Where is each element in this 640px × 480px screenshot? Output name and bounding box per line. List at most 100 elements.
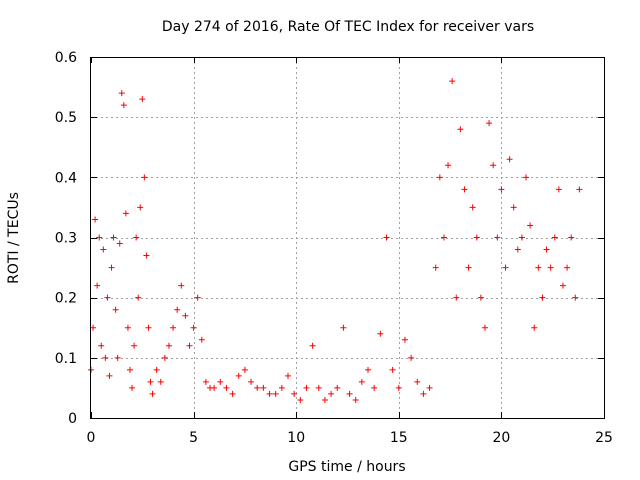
y-tick-label: 0.6	[55, 50, 77, 66]
data-point	[315, 384, 322, 391]
data-point	[291, 390, 298, 397]
data-point	[576, 186, 583, 193]
data-point	[506, 156, 513, 163]
data-points	[88, 78, 583, 403]
data-point	[157, 378, 164, 385]
data-point	[137, 204, 144, 211]
data-point	[235, 372, 242, 379]
data-point	[124, 324, 131, 331]
data-point	[139, 96, 146, 103]
data-point	[114, 354, 121, 361]
data-point	[469, 204, 476, 211]
data-point	[498, 186, 505, 193]
data-point	[395, 384, 402, 391]
y-axis-label: ROTI / TECUs	[6, 192, 22, 284]
data-point	[494, 234, 501, 241]
data-point	[465, 264, 472, 271]
data-point	[147, 378, 154, 385]
data-point	[414, 378, 421, 385]
data-point	[568, 234, 575, 241]
data-point	[572, 294, 579, 301]
x-tick-label: 5	[189, 430, 198, 446]
x-tick-label: 20	[492, 430, 510, 446]
y-tick-label: 0.3	[55, 231, 77, 247]
data-point	[96, 234, 103, 241]
y-tick-label: 0.1	[55, 351, 77, 367]
data-point	[145, 324, 152, 331]
data-point	[420, 390, 427, 397]
data-point	[527, 222, 534, 229]
data-point	[104, 294, 111, 301]
x-tick-label: 25	[595, 430, 613, 446]
data-point	[102, 354, 109, 361]
data-point	[514, 246, 521, 253]
chart-title: Day 274 of 2016, Rate Of TEC Index for r…	[162, 19, 534, 35]
data-point	[141, 174, 148, 181]
data-point	[112, 306, 119, 313]
data-point	[178, 282, 185, 289]
data-point	[194, 294, 201, 301]
data-point	[352, 396, 359, 403]
data-point	[340, 324, 347, 331]
data-point	[358, 378, 365, 385]
y-tick-label: 0.4	[55, 170, 77, 186]
data-point	[477, 294, 484, 301]
data-point	[182, 312, 189, 319]
data-point	[559, 282, 566, 289]
data-point	[321, 396, 328, 403]
data-point	[135, 294, 142, 301]
data-point	[120, 102, 127, 109]
data-point	[202, 378, 209, 385]
data-point	[100, 246, 107, 253]
data-point	[229, 390, 236, 397]
x-tick-label: 0	[87, 430, 96, 446]
x-tick-label: 10	[287, 430, 305, 446]
data-point	[198, 336, 205, 343]
data-point	[303, 384, 310, 391]
plot-frame	[90, 57, 605, 419]
y-tick-label: 0.5	[55, 110, 77, 126]
data-point	[408, 354, 415, 361]
data-point	[129, 384, 136, 391]
data-point	[122, 210, 129, 217]
data-point	[486, 120, 493, 127]
data-point	[309, 342, 316, 349]
data-point	[518, 234, 525, 241]
data-point	[248, 378, 255, 385]
data-point	[328, 390, 335, 397]
data-point	[92, 216, 99, 223]
data-point	[436, 174, 443, 181]
data-point	[241, 366, 248, 373]
data-point	[449, 78, 456, 85]
data-point	[555, 186, 562, 193]
data-point	[551, 234, 558, 241]
data-point	[445, 162, 452, 169]
data-point	[98, 342, 105, 349]
x-tick-label: 15	[390, 430, 408, 446]
data-point	[535, 264, 542, 271]
data-point	[106, 372, 113, 379]
data-point	[539, 294, 546, 301]
data-point	[170, 324, 177, 331]
data-point	[346, 390, 353, 397]
data-point	[389, 366, 396, 373]
data-point	[110, 234, 117, 241]
data-point	[254, 384, 261, 391]
data-point	[174, 306, 181, 313]
data-point	[186, 342, 193, 349]
data-point	[481, 324, 488, 331]
data-point	[133, 234, 140, 241]
data-point	[523, 174, 530, 181]
data-point	[473, 234, 480, 241]
data-point	[453, 294, 460, 301]
data-point	[371, 384, 378, 391]
data-point	[457, 126, 464, 133]
data-point	[461, 186, 468, 193]
x-axis-label: GPS time / hours	[288, 459, 405, 475]
data-point	[108, 264, 115, 271]
data-point	[334, 384, 341, 391]
data-point	[531, 324, 538, 331]
data-point	[432, 264, 439, 271]
axis-ticks: 0 5 10 15 20 25 0 0.1 0.2 0.3 0.4 0.5 0.6	[55, 50, 613, 446]
data-point	[377, 330, 384, 337]
